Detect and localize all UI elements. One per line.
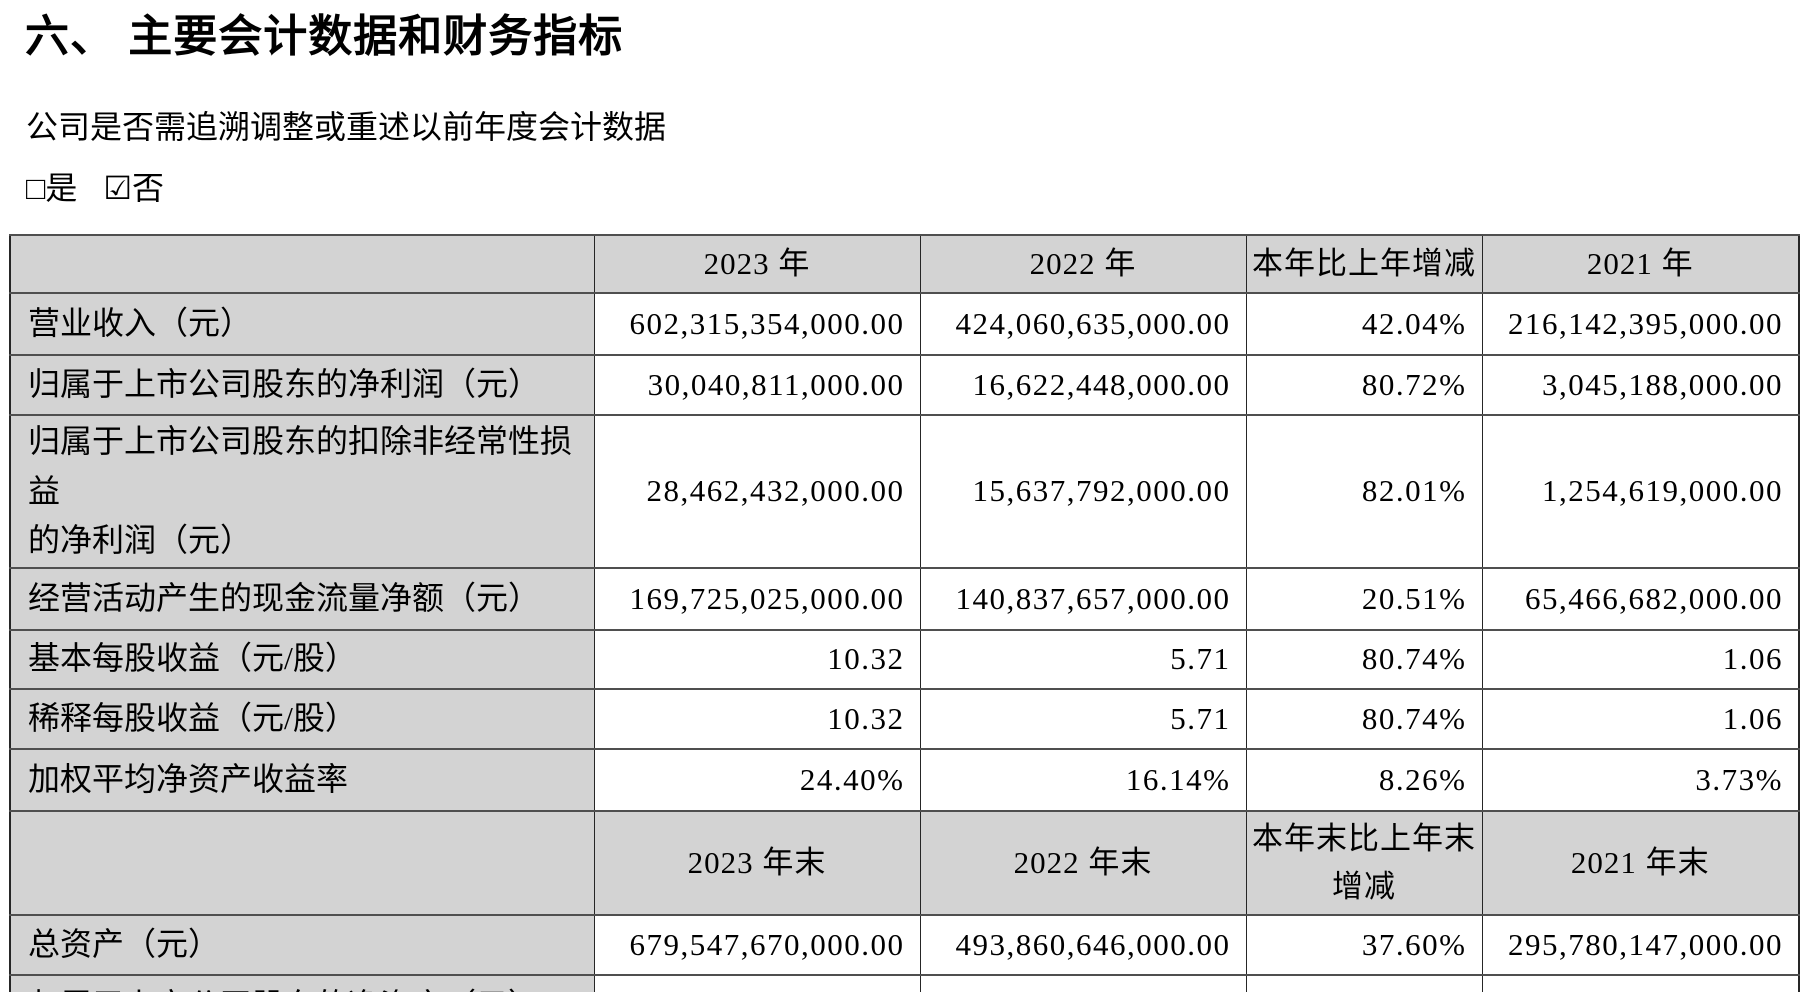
restatement-options: □是 ☑否 [26,163,164,209]
table-row-revenue: 营业收入（元） 602,315,354,000.00 424,060,635,0… [9,292,1800,356]
checkbox-checked-icon: ☑ [103,170,133,206]
cell-2023: 602,315,354,000.00 [593,292,921,356]
table-row-net-assets: 归属于上市公司股东的净资产（元） 138,810,065,000.00 111,… [9,973,1800,992]
cell-change: 20.51% [1245,566,1483,631]
header-cell-empty [9,234,595,294]
option-no-label: 否 [132,170,165,206]
cell-2021: 216,142,395,000.00 [1481,292,1800,356]
checkbox-unchecked-icon: □ [26,170,46,206]
cell-2021: 295,780,147,000.00 [1481,913,1800,976]
cell-2022: 493,860,646,000.00 [919,913,1247,976]
restatement-question: 公司是否需追溯调整或重述以前年度会计数据 [26,109,667,145]
cell-2021: 3,045,188,000.00 [1481,354,1800,416]
table-row-net-profit: 归属于上市公司股东的净利润（元） 30,040,811,000.00 16,62… [9,354,1800,416]
header-line1: 本年末比上年末 [1252,820,1476,856]
cell-2021: 95,069,671,000.00 [1481,973,1800,992]
cell-change: 80.74% [1245,628,1483,690]
row-label: 加权平均净资产收益率 [9,747,595,812]
cell-change: 82.01% [1245,414,1483,569]
header-cell-change-eoy: 本年末比上年末 增减 [1245,809,1483,916]
row-label: 营业收入（元） [9,292,595,356]
cell-change: 37.60% [1245,913,1483,976]
header-cell-empty [9,809,595,916]
cell-2022: 5.71 [919,628,1247,690]
header-cell-2021-eoy: 2021 年末 [1481,809,1800,916]
table-row-diluted-eps: 稀释每股收益（元/股） 10.32 5.71 80.74% 1.06 [9,687,1800,750]
header-row-eoy: 2023 年末 2022 年末 本年末比上年末 增减 2021 年末 [9,809,1800,916]
cell-2023: 679,547,670,000.00 [593,913,921,976]
cell-2023: 24.40% [593,747,921,812]
cell-2023: 138,810,065,000.00 [593,973,921,992]
cell-change: 25.02% [1245,973,1483,992]
cell-change: 8.26% [1245,747,1483,812]
table-row-total-assets: 总资产（元） 679,547,670,000.00 493,860,646,00… [9,913,1800,976]
cell-2023: 10.32 [593,628,921,690]
header-cell-2023: 2023 年 [593,234,921,294]
row-label-line2: 的净利润（元） [28,522,253,559]
row-label: 基本每股收益（元/股） [9,628,595,690]
cell-change: 80.74% [1245,687,1483,750]
cell-2023: 30,040,811,000.00 [593,354,921,416]
header-cell-change: 本年比上年增减 [1245,234,1483,294]
header-cell-2022: 2022 年 [919,234,1247,294]
row-label: 归属于上市公司股东的净利润（元） [9,354,595,416]
option-no: ☑否 [103,163,164,209]
table-row-weighted-avg-roe: 加权平均净资产收益率 24.40% 16.14% 8.26% 3.73% [9,747,1800,812]
header-cell-2023-eoy: 2023 年末 [593,809,921,916]
cell-2022: 16.14% [919,747,1247,812]
table-row-deducted-net-profit: 归属于上市公司股东的扣除非经常性损益 的净利润（元） 28,462,432,00… [9,414,1800,569]
cell-2021: 65,466,682,000.00 [1481,566,1800,631]
cell-2023: 28,462,432,000.00 [593,414,921,569]
cell-2022: 424,060,635,000.00 [919,292,1247,356]
row-label: 归属于上市公司股东的扣除非经常性损益 的净利润（元） [9,414,595,569]
cell-change: 80.72% [1245,354,1483,416]
financial-indicators-table: 2023 年 2022 年 本年比上年增减 2021 年 营业收入（元） 602… [9,234,1800,992]
cell-2023: 10.32 [593,687,921,750]
cell-2022: 5.71 [919,687,1247,750]
option-yes-label: 是 [45,170,78,206]
table-row-operating-cash-flow: 经营活动产生的现金流量净额（元） 169,725,025,000.00 140,… [9,566,1800,631]
cell-2021: 1.06 [1481,628,1800,690]
cell-change: 42.04% [1245,292,1483,356]
row-label: 归属于上市公司股东的净资产（元） [9,973,595,992]
header-cell-2022-eoy: 2022 年末 [919,809,1247,916]
row-label: 稀释每股收益（元/股） [9,687,595,750]
row-label: 经营活动产生的现金流量净额（元） [9,566,595,631]
row-label-line1: 归属于上市公司股东的扣除非经常性损益 [28,423,573,509]
option-yes: □是 [26,163,77,209]
cell-2021: 1,254,619,000.00 [1481,414,1800,569]
row-label: 总资产（元） [9,913,595,976]
cell-2022: 140,837,657,000.00 [919,566,1247,631]
header-row-annual: 2023 年 2022 年 本年比上年增减 2021 年 [9,234,1800,294]
page-title: 六、 主要会计数据和财务指标 [25,12,624,61]
header-cell-2021: 2021 年 [1481,234,1800,294]
table-row-basic-eps: 基本每股收益（元/股） 10.32 5.71 80.74% 1.06 [9,628,1800,690]
cell-2022: 111,029,299,000.00 [919,973,1247,992]
cell-2022: 16,622,448,000.00 [919,354,1247,416]
cell-2022: 15,637,792,000.00 [919,414,1247,569]
cell-2021: 1.06 [1481,687,1800,750]
cell-2021: 3.73% [1481,747,1800,812]
cell-2023: 169,725,025,000.00 [593,566,921,631]
header-line2: 增减 [1332,868,1396,904]
